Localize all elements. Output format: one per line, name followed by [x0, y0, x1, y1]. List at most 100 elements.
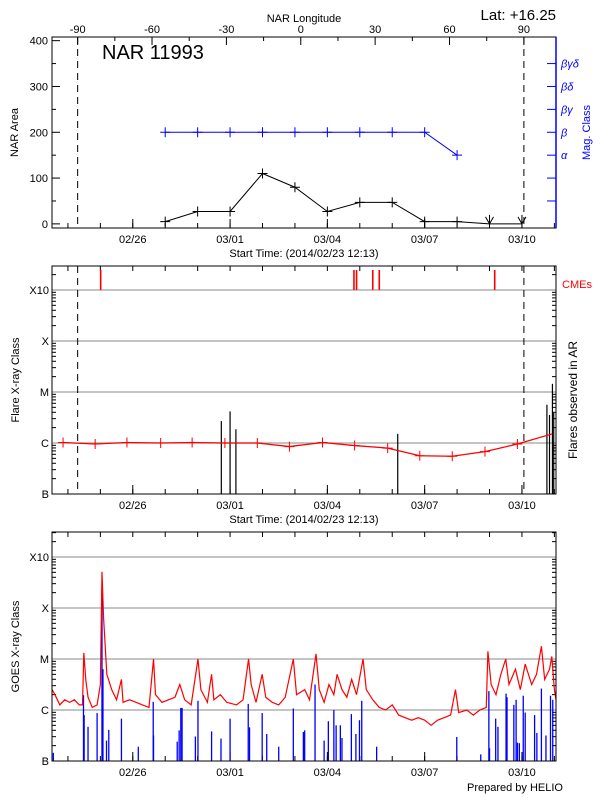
x-tick-label: 03/07 [411, 234, 439, 246]
x-axis-title: Start Time: (2014/02/23 12:13) [229, 248, 378, 260]
mag-class-label: βδ [560, 81, 574, 93]
plot-frame [51, 265, 557, 495]
mag-class-point [289, 127, 300, 138]
x-tick-label: 03/01 [216, 767, 244, 779]
class-level-label: X [42, 603, 50, 615]
flare-class-point [58, 437, 69, 448]
class-level-label: C [41, 705, 49, 717]
nar-area-point [354, 197, 365, 208]
flare-class-point [447, 451, 458, 462]
mag-class-axis-title: Mag. Class [581, 104, 593, 160]
y-tick-label: 300 [30, 81, 48, 93]
longitude-tick-label: -90 [70, 24, 86, 36]
nar-area-point [387, 197, 398, 208]
flare-class-line [63, 433, 553, 457]
class-level-label: X [42, 336, 50, 348]
y-tick-label: 200 [30, 127, 48, 139]
y-axis-title: Flare X-ray Class [10, 337, 22, 422]
y-axis-title: GOES X-ray Class [10, 600, 22, 692]
flare-class-point [219, 437, 230, 448]
class-level-label: B [42, 756, 49, 768]
mag-class-line [165, 131, 458, 156]
x-tick-label: 02/26 [119, 500, 147, 512]
x-tick-label: 03/10 [508, 500, 536, 512]
flare-class-point [90, 439, 101, 450]
x-tick-label: 03/01 [216, 500, 244, 512]
flare-class-point [252, 437, 263, 448]
longitude-tick-label: 30 [369, 24, 381, 36]
flare-class-point [121, 437, 132, 448]
class-level-label: C [41, 438, 49, 450]
nar-area-point [289, 182, 300, 193]
class-level-label: X10 [29, 285, 49, 297]
longitude-axis-title: NAR Longitude [267, 13, 342, 25]
longitude-tick-label: 60 [443, 24, 455, 36]
flare-class-point [349, 440, 360, 451]
goes-long-channel-line [51, 571, 557, 727]
x-tick-label: 03/10 [508, 234, 536, 246]
credit-label: Prepared by HELIO [467, 782, 563, 794]
mag-class-label: βγ [560, 104, 574, 116]
no-data-arrow-marker [517, 214, 527, 225]
x-tick-label: 03/04 [314, 234, 342, 246]
mag-class-point [160, 127, 171, 138]
y-axis-title: NAR Area [9, 107, 21, 157]
flare-class-point [155, 437, 166, 448]
flare-class-point [187, 437, 198, 448]
x-tick-label: 03/07 [411, 767, 439, 779]
flare-class-panel: B C M X X10 Flare X-ray Class 02/26 03/01 03/04 0… [10, 265, 592, 526]
flare-class-point [414, 450, 425, 461]
longitude-tick-label: -60 [144, 24, 160, 36]
nar-area-point [419, 216, 430, 227]
mag-class-point [257, 127, 268, 138]
class-level-label: B [42, 489, 49, 501]
x-tick-label: 03/10 [508, 767, 536, 779]
goes-xray-panel: B C M X X10 GOES X-ray Class 02/26 03/01 03/04 03… [10, 531, 557, 779]
no-data-arrow-marker [485, 214, 494, 225]
flare-class-point [479, 446, 490, 457]
class-level-label: M [40, 387, 49, 399]
flare-class-point [284, 441, 295, 452]
region-title: NAR 11993 [102, 42, 204, 64]
flare-class-point [512, 439, 523, 450]
y-tick-label: 100 [30, 173, 48, 185]
x-tick-label: 03/07 [411, 500, 439, 512]
mag-class-point [452, 150, 463, 161]
flare-class-point [317, 437, 328, 448]
mag-class-point [354, 127, 365, 138]
longitude-tick-label: 90 [518, 24, 530, 36]
mag-class-point [419, 127, 430, 138]
y-tick-label: 400 [30, 36, 48, 48]
flare-class-point [382, 443, 393, 454]
nar-area-point [225, 206, 236, 217]
nar-area-point [160, 216, 171, 227]
mag-class-label: β [560, 127, 568, 139]
x-tick-label: 03/01 [216, 234, 244, 246]
nar-area-point [192, 206, 203, 217]
latitude-label: Lat: +16.25 [481, 7, 556, 24]
nar-area-line [165, 172, 522, 225]
nar-area-point [452, 216, 463, 227]
mag-class-point [387, 127, 398, 138]
plot-frame [51, 531, 557, 762]
nar-area-panel: 02/26 03/01 03/04 03/07 03/10 Start Time: (20… [9, 13, 593, 260]
nar-area-point [322, 206, 333, 217]
x-tick-label: 03/04 [314, 767, 342, 779]
mag-class-point [225, 127, 236, 138]
x-tick-label: 02/26 [119, 234, 147, 246]
x-axis-title: Start Time: (2014/02/23 12:13) [229, 514, 378, 526]
mag-class-label: α [561, 150, 568, 162]
class-level-label: X10 [29, 552, 49, 564]
mag-class-point [192, 127, 203, 138]
x-tick-label: 02/26 [119, 767, 147, 779]
y-tick-label: 0 [42, 219, 48, 231]
class-level-label: M [40, 654, 49, 666]
longitude-tick-label: -30 [218, 24, 234, 36]
mag-class-label: βγδ [560, 59, 580, 71]
cme-label: CMEs [562, 279, 592, 291]
x-tick-label: 03/04 [314, 500, 342, 512]
nar-area-point [257, 168, 268, 179]
mag-class-point [322, 127, 333, 138]
longitude-tick-label: 0 [298, 24, 304, 36]
